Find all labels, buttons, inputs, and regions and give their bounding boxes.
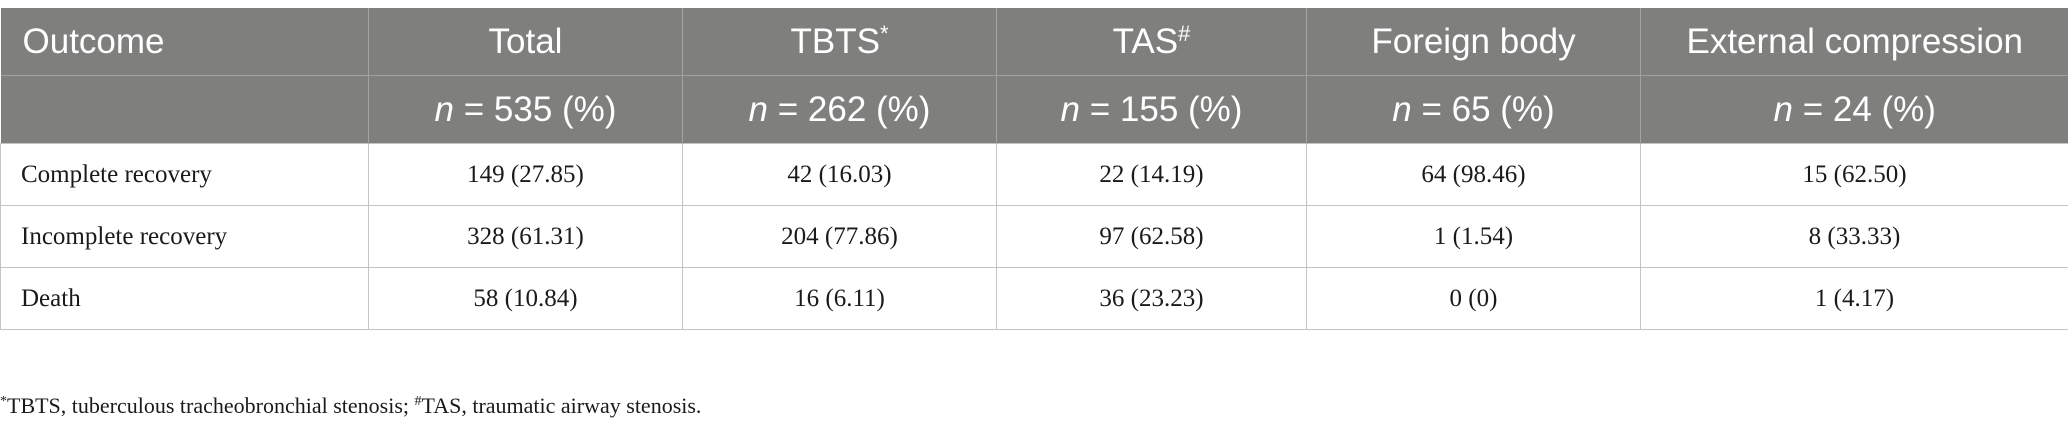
row-label: Incomplete recovery: [0, 205, 369, 268]
footnote-mark-star: *: [0, 394, 7, 409]
subheader-outcome: [0, 75, 369, 144]
table-row: Death 58 (10.84) 16 (6.11) 36 (23.23) 0 …: [0, 267, 2068, 330]
cell: 328 (61.31): [368, 205, 683, 268]
cell: 58 (10.84): [368, 267, 683, 330]
row-label: Complete recovery: [0, 143, 369, 206]
footnote-text-tbts: TBTS, tuberculous tracheobronchial steno…: [7, 393, 415, 418]
table-body: Complete recovery 149 (27.85) 42 (16.03)…: [0, 143, 2068, 330]
header-external-compression: External compression: [1640, 8, 2068, 76]
cell: 149 (27.85): [368, 143, 683, 206]
table-header: Outcome Total TBTS* TAS# Foreign body Ex…: [0, 8, 2068, 144]
subheader-total: n = 535 (%): [368, 75, 683, 144]
outcome-table: Outcome Total TBTS* TAS# Foreign body Ex…: [0, 8, 2068, 330]
subheader-row: n = 535 (%) n = 262 (%) n = 155 (%) n = …: [0, 75, 2068, 144]
cell: 204 (77.86): [682, 205, 997, 268]
subheader-tas: n = 155 (%): [996, 75, 1307, 144]
table-row: Incomplete recovery 328 (61.31) 204 (77.…: [0, 205, 2068, 268]
cell: 8 (33.33): [1640, 205, 2068, 268]
cell: 0 (0): [1306, 267, 1641, 330]
footnote-text-tas: TAS, traumatic airway stenosis.: [421, 393, 702, 418]
cell: 22 (14.19): [996, 143, 1307, 206]
table-footnote: *TBTS, tuberculous tracheobronchial sten…: [0, 393, 701, 419]
header-tas: TAS#: [996, 8, 1307, 76]
cell: 36 (23.23): [996, 267, 1307, 330]
subheader-external-compression: n = 24 (%): [1640, 75, 2068, 144]
cell: 64 (98.46): [1306, 143, 1641, 206]
header-tbts-mark: *: [879, 21, 889, 46]
cell: 42 (16.03): [682, 143, 997, 206]
header-foreign-body: Foreign body: [1306, 8, 1641, 76]
subheader-tbts: n = 262 (%): [682, 75, 997, 144]
row-label: Death: [0, 267, 369, 330]
cell: 1 (1.54): [1306, 205, 1641, 268]
cell: 16 (6.11): [682, 267, 997, 330]
footnote-mark-hash: #: [414, 394, 422, 409]
table-row: Complete recovery 149 (27.85) 42 (16.03)…: [0, 143, 2068, 206]
header-tbts: TBTS*: [682, 8, 997, 76]
cell: 1 (4.17): [1640, 267, 2068, 330]
header-total: Total: [368, 8, 683, 76]
cell: 97 (62.58): [996, 205, 1307, 268]
header-row: Outcome Total TBTS* TAS# Foreign body Ex…: [0, 8, 2068, 76]
header-tas-mark: #: [1178, 21, 1191, 46]
header-outcome: Outcome: [0, 8, 369, 76]
cell: 15 (62.50): [1640, 143, 2068, 206]
subheader-foreign-body: n = 65 (%): [1306, 75, 1641, 144]
